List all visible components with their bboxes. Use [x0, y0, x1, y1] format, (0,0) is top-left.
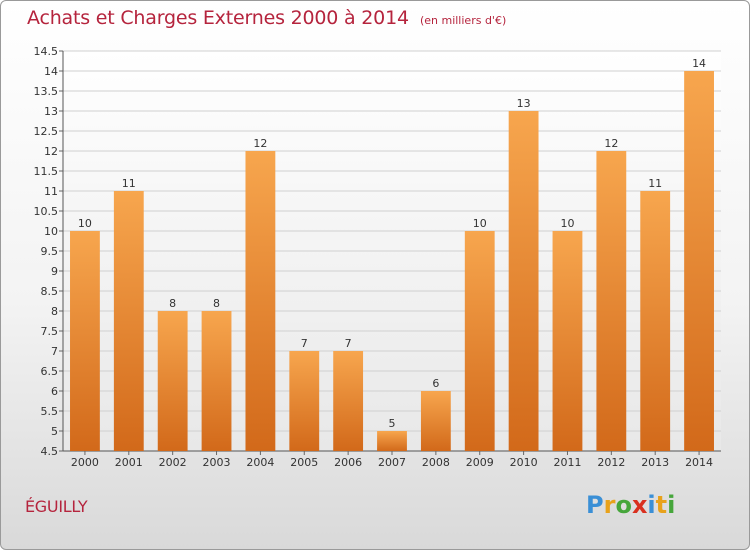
bar — [245, 151, 276, 451]
x-tick-label: 2005 — [290, 456, 318, 469]
bar-value-label: 12 — [253, 137, 267, 150]
y-tick-label: 13 — [44, 105, 58, 118]
bar — [464, 231, 495, 451]
y-tick-label: 6 — [51, 385, 58, 398]
bar — [684, 71, 714, 451]
bar-value-label: 11 — [122, 177, 136, 190]
x-tick-label: 2014 — [685, 456, 713, 469]
logo-letter: i — [667, 491, 676, 519]
bar-value-label: 11 — [648, 177, 662, 190]
chart-title-text: Achats et Charges Externes 2000 à 2014 — [27, 7, 409, 29]
bar-value-label: 8 — [169, 297, 176, 310]
bar — [157, 311, 188, 451]
bar-value-label: 10 — [560, 217, 574, 230]
bar-value-label: 7 — [301, 337, 308, 350]
x-tick-label: 2009 — [466, 456, 494, 469]
commune-name: ÉGUILLY — [25, 497, 88, 516]
y-tick-label: 4.5 — [41, 445, 59, 458]
proxiti-logo: Proxiti — [586, 491, 675, 519]
logo-letter: o — [615, 491, 632, 519]
bar — [201, 311, 232, 451]
chart-unit-note: (en milliers d'€) — [419, 14, 507, 27]
y-tick-label: 11.5 — [34, 165, 59, 178]
bar — [289, 351, 320, 451]
x-tick-label: 2002 — [159, 456, 187, 469]
bar-value-label: 13 — [517, 97, 531, 110]
y-tick-label: 5 — [51, 425, 58, 438]
bar-value-label: 5 — [389, 417, 396, 430]
bar-value-label: 6 — [432, 377, 439, 390]
bar-value-label: 12 — [604, 137, 618, 150]
bar — [552, 231, 583, 451]
x-tick-label: 2004 — [246, 456, 274, 469]
y-tick-label: 7.5 — [41, 325, 59, 338]
logo-letter: t — [655, 491, 668, 519]
bar — [420, 391, 451, 451]
y-tick-label: 11 — [44, 185, 58, 198]
y-tick-label: 10 — [44, 225, 58, 238]
y-tick-label: 9.5 — [41, 245, 59, 258]
logo-letter: x — [631, 491, 648, 519]
y-tick-label: 6.5 — [41, 365, 59, 378]
bar — [333, 351, 364, 451]
y-tick-label: 14.5 — [34, 45, 59, 58]
y-tick-label: 8 — [51, 305, 58, 318]
bar-value-label: 14 — [692, 57, 706, 70]
y-tick-label: 14 — [44, 65, 58, 78]
x-tick-label: 2012 — [597, 456, 625, 469]
bar — [113, 191, 144, 451]
x-tick-label: 2008 — [422, 456, 450, 469]
x-tick-label: 2010 — [510, 456, 538, 469]
x-tick-label: 2007 — [378, 456, 406, 469]
bar — [640, 191, 671, 451]
bar — [70, 231, 100, 451]
logo-letter: P — [586, 491, 604, 519]
y-tick-label: 9 — [51, 265, 58, 278]
x-tick-label: 2000 — [71, 456, 99, 469]
x-tick-label: 2013 — [641, 456, 669, 469]
x-tick-label: 2001 — [115, 456, 143, 469]
chart-title: Achats et Charges Externes 2000 à 2014 (… — [27, 7, 506, 29]
bar-value-label: 7 — [345, 337, 352, 350]
y-tick-label: 8.5 — [41, 285, 59, 298]
y-tick-label: 12.5 — [34, 125, 59, 138]
y-tick-label: 12 — [44, 145, 58, 158]
logo-letter: i — [647, 491, 656, 519]
y-tick-label: 7 — [51, 345, 58, 358]
logo-letter: r — [603, 491, 616, 519]
y-tick-label: 13.5 — [34, 85, 59, 98]
bar-value-label: 8 — [213, 297, 220, 310]
y-tick-label: 5.5 — [41, 405, 59, 418]
bar — [508, 111, 539, 451]
x-tick-label: 2006 — [334, 456, 362, 469]
bar-value-label: 10 — [78, 217, 92, 230]
x-tick-label: 2003 — [203, 456, 231, 469]
bar — [596, 151, 627, 451]
bar — [377, 431, 407, 451]
y-tick-label: 10.5 — [34, 205, 59, 218]
bar-value-label: 10 — [473, 217, 487, 230]
x-tick-label: 2011 — [553, 456, 581, 469]
